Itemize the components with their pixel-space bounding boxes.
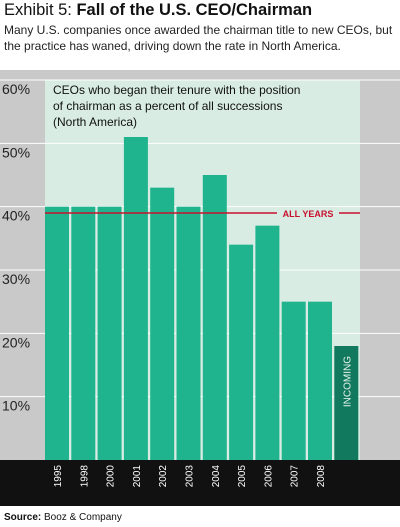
- source-label: Source:: [4, 512, 42, 523]
- x-tick-label: 2002: [158, 465, 169, 488]
- y-tick-label: 40%: [2, 208, 30, 224]
- y-tick-label: 10%: [2, 398, 30, 414]
- x-tick-label: 1995: [53, 465, 64, 488]
- x-tick-label: 2006: [263, 465, 274, 488]
- bar: [150, 187, 175, 460]
- bar: [281, 301, 306, 460]
- incoming-label: INCOMING: [342, 356, 353, 407]
- bar: [229, 244, 254, 460]
- x-tick-label: 2005: [237, 465, 248, 488]
- bar: [176, 206, 201, 460]
- bar: [123, 137, 148, 460]
- chart-annotation: CEOs who began their tenure with the pos…: [53, 83, 300, 129]
- exhibit-label: Exhibit 5:: [4, 1, 77, 19]
- x-axis-strip: [0, 460, 400, 506]
- x-tick-label: 2000: [106, 465, 117, 488]
- bar: [202, 175, 227, 460]
- y-tick-label: 60%: [2, 81, 30, 97]
- reference-line-label: ALL YEARS: [283, 209, 334, 219]
- x-tick-label: 2004: [211, 465, 222, 488]
- y-tick-label: 50%: [2, 144, 30, 160]
- source-text: Booz & Company: [41, 512, 122, 523]
- x-tick-label: 2007: [290, 465, 301, 488]
- y-tick-label: 20%: [2, 334, 30, 350]
- bar: [97, 206, 122, 460]
- title-text: Fall of the U.S. CEO/Chairman: [76, 1, 313, 19]
- bar-chart: 60% 50% 40% 30% 20% 10% ALL YEARS 1995 1998 2000 2…: [0, 79, 400, 506]
- bar: [45, 206, 69, 460]
- bar: [255, 225, 280, 460]
- x-tick-label: 2001: [132, 465, 143, 488]
- y-tick-label: 30%: [2, 271, 30, 287]
- source-note: Source: Booz & Company: [4, 512, 122, 523]
- chart-subtitle: Many U.S. companies once awarded the cha…: [4, 23, 393, 53]
- bar: [308, 301, 332, 460]
- x-tick-label: 2008: [316, 465, 327, 488]
- chart-title: Exhibit 5: Fall of the U.S. CEO/Chairman: [4, 0, 398, 20]
- bar-incoming: [334, 346, 359, 460]
- bar: [71, 206, 96, 460]
- reference-label-bg: [277, 207, 339, 219]
- x-tick-label: 1998: [79, 465, 90, 488]
- x-tick-label: 2003: [185, 465, 196, 488]
- chart-frame: 60% 50% 40% 30% 20% 10% ALL YEARS 1995 1998 2000 2…: [0, 70, 400, 506]
